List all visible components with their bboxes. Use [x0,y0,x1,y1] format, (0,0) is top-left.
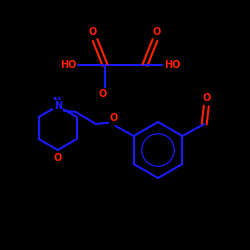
Text: O: O [153,27,161,37]
Text: N: N [52,97,60,107]
Text: HO: HO [60,60,76,70]
Text: O: O [99,89,107,99]
Text: O: O [202,93,210,103]
Text: O: O [54,153,62,163]
Text: HO: HO [164,60,180,70]
Text: O: O [89,27,97,37]
Text: O: O [110,113,118,123]
Text: N: N [54,101,62,111]
